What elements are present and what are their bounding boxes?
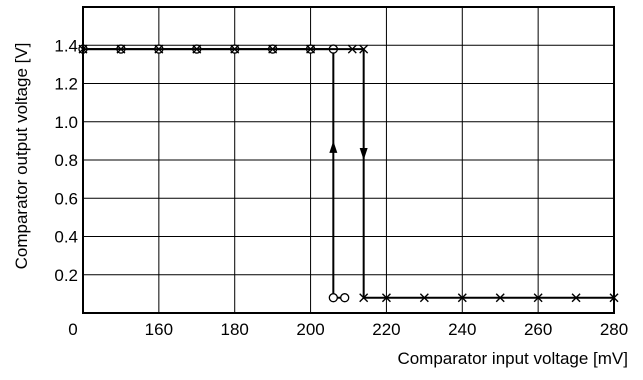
y-tick-label: 0.4 bbox=[54, 228, 78, 247]
x-marker-stroke bbox=[495, 293, 505, 303]
x-marker-stroke bbox=[347, 44, 357, 54]
x-tick-label: 280 bbox=[600, 320, 628, 339]
data-point-x bbox=[533, 293, 543, 303]
x-tick-label: 180 bbox=[221, 320, 249, 339]
x-marker-stroke bbox=[359, 44, 369, 54]
y-tick-label: 0.8 bbox=[54, 151, 78, 170]
data-point-x bbox=[571, 293, 581, 303]
x-tick-label: 160 bbox=[145, 320, 173, 339]
data-point-x bbox=[359, 293, 369, 303]
x-marker-stroke bbox=[268, 44, 278, 54]
transition-arrow-up bbox=[329, 140, 338, 153]
x-tick-label: 0 bbox=[68, 320, 77, 339]
data-point-x bbox=[359, 44, 369, 54]
x-tick-label: 200 bbox=[296, 320, 324, 339]
x-marker-stroke bbox=[154, 44, 164, 54]
x-tick-labels: 0 160 180 200 220 240 260 280 bbox=[68, 320, 628, 339]
x-marker-stroke bbox=[381, 293, 391, 303]
y-tick-label: 1.0 bbox=[54, 113, 78, 132]
x-marker-stroke bbox=[533, 293, 543, 303]
data-point-x bbox=[347, 44, 357, 54]
y-tick-labels: 0.2 0.4 0.6 0.8 1.0 1.2 1.4 bbox=[54, 36, 78, 285]
data-point-x bbox=[306, 44, 316, 54]
data-point-x bbox=[116, 44, 126, 54]
data-point-x bbox=[192, 44, 202, 54]
x-marker-stroke bbox=[230, 44, 240, 54]
data-point-x bbox=[495, 293, 505, 303]
y-axis-label: Comparator output voltage [V] bbox=[12, 43, 31, 270]
y-tick-label: 1.2 bbox=[54, 75, 78, 94]
series-line-1 bbox=[83, 48, 345, 299]
y-tick-label: 0.2 bbox=[54, 266, 78, 285]
x-tick-label: 240 bbox=[448, 320, 476, 339]
data-point-x bbox=[268, 44, 278, 54]
transition-arrow-down bbox=[359, 148, 368, 160]
x-marker-stroke bbox=[457, 293, 467, 303]
series-line-2 bbox=[83, 48, 614, 299]
data-point-x bbox=[419, 293, 429, 303]
x-marker-stroke bbox=[116, 44, 126, 54]
x-marker-stroke bbox=[192, 44, 202, 54]
data-point-x bbox=[457, 293, 467, 303]
y-tick-label: 0.6 bbox=[54, 189, 78, 208]
x-marker-stroke bbox=[571, 293, 581, 303]
series-group bbox=[78, 44, 619, 303]
data-point-circle bbox=[328, 293, 338, 303]
data-point-circle bbox=[340, 293, 350, 303]
data-point-x bbox=[381, 293, 391, 303]
x-marker-stroke bbox=[359, 293, 369, 303]
x-tick-label: 220 bbox=[372, 320, 400, 339]
y-tick-label: 1.4 bbox=[54, 36, 78, 55]
x-tick-label: 260 bbox=[524, 320, 552, 339]
x-marker-stroke bbox=[306, 44, 316, 54]
plot-frame bbox=[82, 6, 615, 314]
data-point-x bbox=[230, 44, 240, 54]
x-axis-label: Comparator input voltage [mV] bbox=[397, 349, 628, 368]
data-point-x bbox=[154, 44, 164, 54]
x-marker-stroke bbox=[419, 293, 429, 303]
